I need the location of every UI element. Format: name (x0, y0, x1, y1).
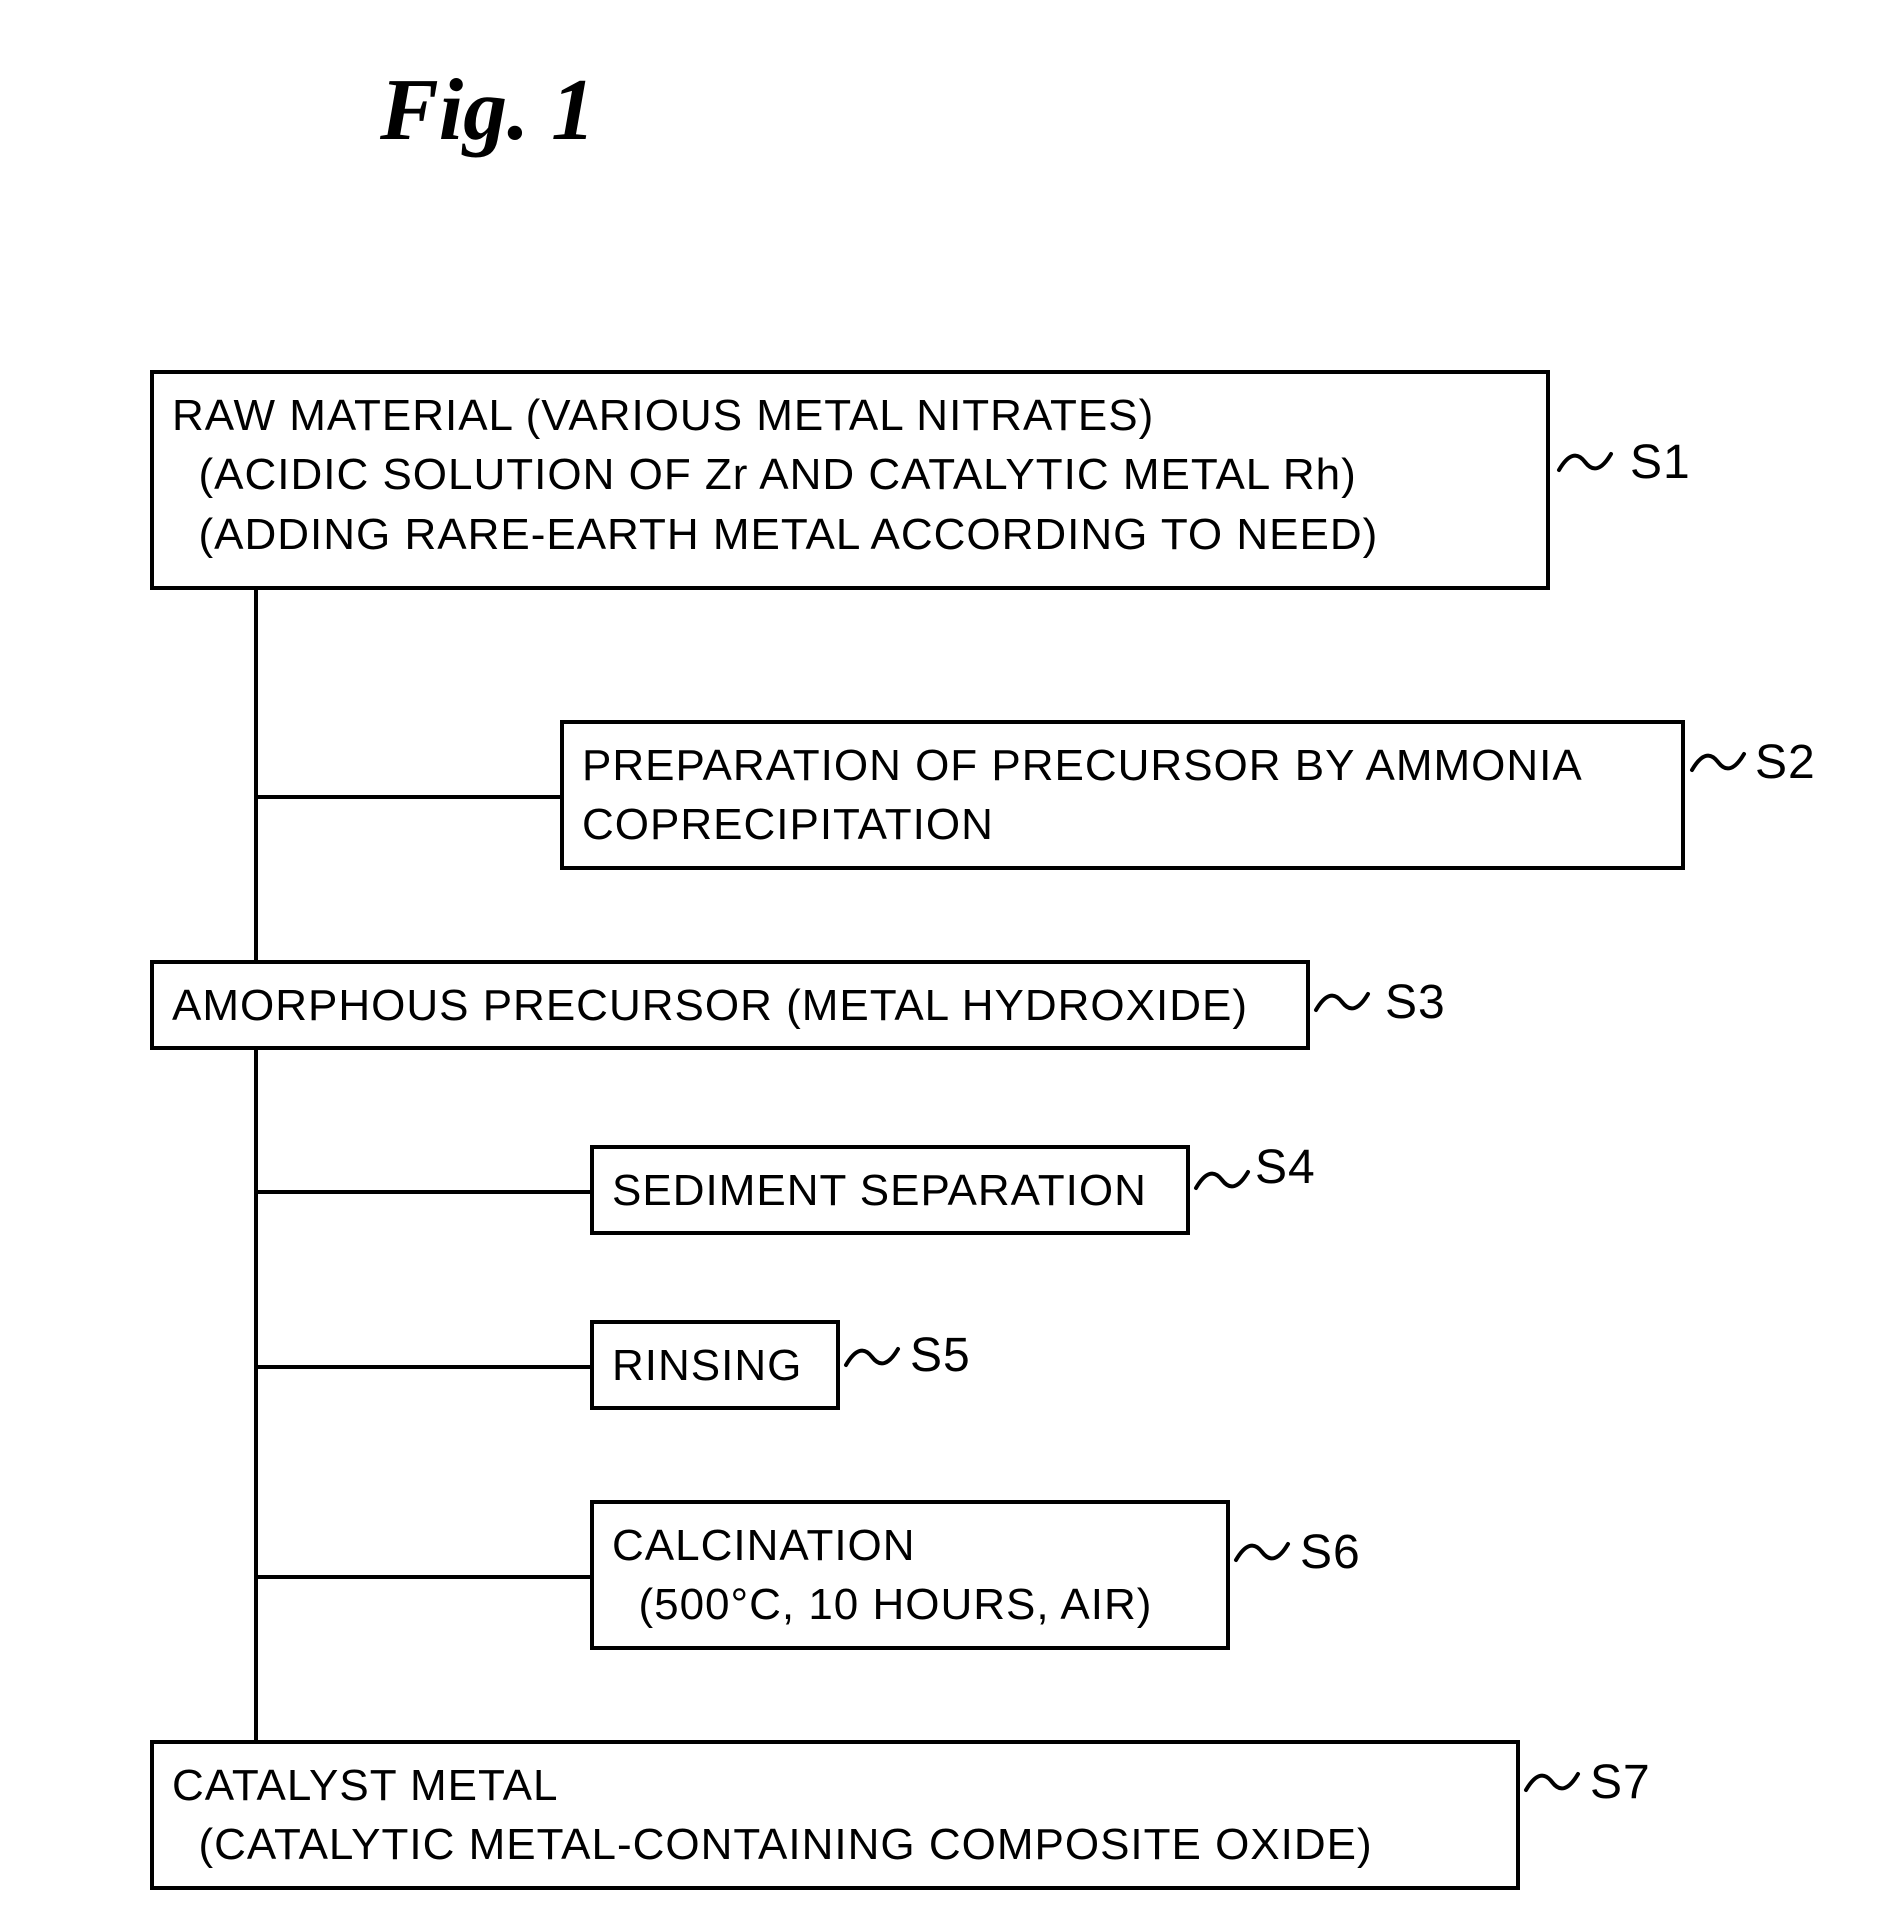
step-box-s4: SEDIMENT SEPARATION (590, 1145, 1190, 1235)
step-box-text: (500°C, 10 HOURS, AIR) (612, 1575, 1208, 1634)
step-box-text: AMORPHOUS PRECURSOR (METAL HYDROXIDE) (172, 976, 1288, 1035)
step-box-s7: CATALYST METAL (CATALYTIC METAL-CONTAINI… (150, 1740, 1520, 1890)
step-box-s5: RINSING (590, 1320, 840, 1410)
step-box-text: (ACIDIC SOLUTION OF Zr AND CATALYTIC MET… (172, 445, 1528, 504)
step-box-text: CATALYST METAL (172, 1756, 1498, 1815)
branch-line-s2 (254, 795, 560, 799)
step-label-s1: S1 (1630, 435, 1691, 490)
branch-line-s6 (254, 1575, 590, 1579)
branch-line-s4 (254, 1190, 590, 1194)
step-label-s7: S7 (1590, 1755, 1651, 1810)
step-box-text: RINSING (612, 1336, 818, 1395)
label-connector-s2 (1688, 740, 1748, 784)
step-box-text: (CATALYTIC METAL-CONTAINING COMPOSITE OX… (172, 1815, 1498, 1874)
label-connector-s1 (1555, 440, 1615, 484)
step-label-s2: S2 (1755, 735, 1816, 790)
label-connector-s6 (1232, 1530, 1292, 1574)
branch-line-s5 (254, 1365, 590, 1369)
step-box-s3: AMORPHOUS PRECURSOR (METAL HYDROXIDE) (150, 960, 1310, 1050)
label-connector-s3 (1312, 980, 1372, 1024)
step-label-s4: S4 (1255, 1140, 1316, 1195)
step-box-text: CALCINATION (612, 1516, 1208, 1575)
step-box-s6: CALCINATION (500°C, 10 HOURS, AIR) (590, 1500, 1230, 1650)
step-box-text: COPRECIPITATION (582, 795, 1663, 854)
label-connector-s5 (842, 1335, 902, 1379)
step-label-s6: S6 (1300, 1525, 1361, 1580)
step-box-text: PREPARATION OF PRECURSOR BY AMMONIA (582, 736, 1663, 795)
step-box-text: (ADDING RARE-EARTH METAL ACCORDING TO NE… (172, 505, 1528, 564)
flow-trunk-line (254, 590, 258, 1740)
step-box-text: SEDIMENT SEPARATION (612, 1161, 1168, 1220)
label-connector-s7 (1522, 1760, 1582, 1804)
label-connector-s4 (1192, 1158, 1252, 1202)
step-label-s3: S3 (1385, 975, 1446, 1030)
step-label-s5: S5 (910, 1328, 971, 1383)
step-box-text: RAW MATERIAL (VARIOUS METAL NITRATES) (172, 386, 1528, 445)
step-box-s2: PREPARATION OF PRECURSOR BY AMMONIACOPRE… (560, 720, 1685, 870)
step-box-s1: RAW MATERIAL (VARIOUS METAL NITRATES) (A… (150, 370, 1550, 590)
figure-title: Fig. 1 (380, 60, 595, 161)
